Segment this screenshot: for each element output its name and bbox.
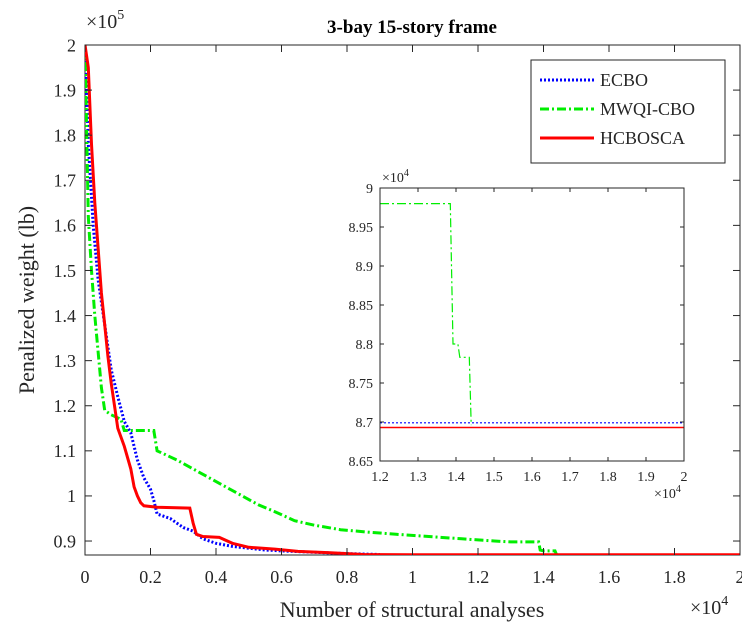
y-tick-label: 1.7 bbox=[54, 171, 77, 191]
x-axis-multiplier: ×104 bbox=[690, 594, 728, 619]
x-tick-label: 1.8 bbox=[663, 567, 686, 587]
x-tick-label: 2 bbox=[736, 567, 742, 587]
y-tick-label: 0.9 bbox=[54, 531, 77, 551]
x-tick-label: 1.6 bbox=[598, 567, 621, 587]
legend-label-ecbo: ECBO bbox=[600, 70, 648, 90]
inset-x-tick-label: 1.4 bbox=[447, 470, 465, 485]
x-tick-label: 1 bbox=[408, 567, 417, 587]
series-line-ecbo bbox=[85, 45, 380, 555]
y-axis-label: Penalized weight (lb) bbox=[14, 206, 39, 394]
y-tick-label: 1 bbox=[67, 486, 76, 506]
inset-x-tick-label: 1.7 bbox=[561, 470, 579, 485]
chart-title: 3-bay 15-story frame bbox=[327, 17, 497, 38]
x-tick-label: 0.8 bbox=[336, 567, 359, 587]
inset-y-axis-multiplier: ×104 bbox=[382, 168, 409, 186]
legend-label-mwqi-cbo: MWQI-CBO bbox=[600, 99, 695, 119]
legend-label-hcbosca: HCBOSCA bbox=[600, 128, 685, 148]
inset-plot: 1.2 1.3 1.4 1.5 1.6 1.7 1.8 1.9 2 8.65 8.7 8.75 8.8… bbox=[349, 168, 688, 502]
inset-x-tick-label: 1.2 bbox=[371, 470, 389, 485]
inset-x-tick-label: 1.3 bbox=[409, 470, 427, 485]
y-tick-label: 1.4 bbox=[54, 306, 77, 326]
inset-x-tick-label: 1.9 bbox=[637, 470, 655, 485]
x-tick-label: 1.4 bbox=[532, 567, 555, 587]
x-tick-label: 1.2 bbox=[467, 567, 490, 587]
inset-y-tick-label: 8.95 bbox=[349, 221, 374, 236]
series-line-mwqi-cbo bbox=[85, 45, 558, 555]
y-tick-label: 1.1 bbox=[54, 441, 77, 461]
y-axis-multiplier: ×105 bbox=[86, 8, 124, 33]
x-tick-label: 0.4 bbox=[205, 567, 228, 587]
y-tick-label: 1.9 bbox=[54, 80, 77, 100]
inset-x-tick-label: 1.6 bbox=[523, 470, 541, 485]
inset-y-tick-label: 8.65 bbox=[349, 455, 374, 470]
inset-x-tick-label: 2 bbox=[681, 470, 688, 485]
x-tick-label: 0 bbox=[81, 567, 90, 587]
x-axis-label: Number of structural analyses bbox=[280, 597, 545, 622]
inset-x-tick-label: 1.5 bbox=[485, 470, 503, 485]
inset-y-tick-label: 8.85 bbox=[349, 299, 374, 314]
y-tick-label: 1.8 bbox=[54, 125, 77, 145]
inset-x-axis-multiplier: ×104 bbox=[654, 484, 681, 502]
y-tick-label: 1.3 bbox=[54, 351, 77, 371]
x-tick-label: 0.6 bbox=[270, 567, 293, 587]
x-tick-label: 0.2 bbox=[139, 567, 162, 587]
inset-y-tick-label: 8.9 bbox=[356, 260, 374, 275]
inset-y-tick-label: 9 bbox=[366, 182, 373, 197]
inset-y-tick-label: 8.75 bbox=[349, 377, 374, 392]
inset-plot-background bbox=[380, 188, 684, 461]
series-line-hcbosca bbox=[85, 45, 740, 555]
legend-box bbox=[530, 59, 726, 164]
y-tick-label: 1.6 bbox=[54, 216, 77, 236]
inset-y-tick-label: 8.7 bbox=[356, 416, 374, 431]
y-tick-label: 2 bbox=[67, 35, 76, 55]
inset-y-tick-label: 8.8 bbox=[356, 338, 374, 353]
inset-series-line-mwqi-cbo bbox=[380, 203, 472, 426]
inset-x-tick-label: 1.8 bbox=[599, 470, 617, 485]
y-tick-label: 1.2 bbox=[54, 396, 77, 416]
legend: ECBO MWQI-CBO HCBOSCA bbox=[530, 59, 726, 164]
y-tick-label: 1.5 bbox=[54, 261, 77, 281]
